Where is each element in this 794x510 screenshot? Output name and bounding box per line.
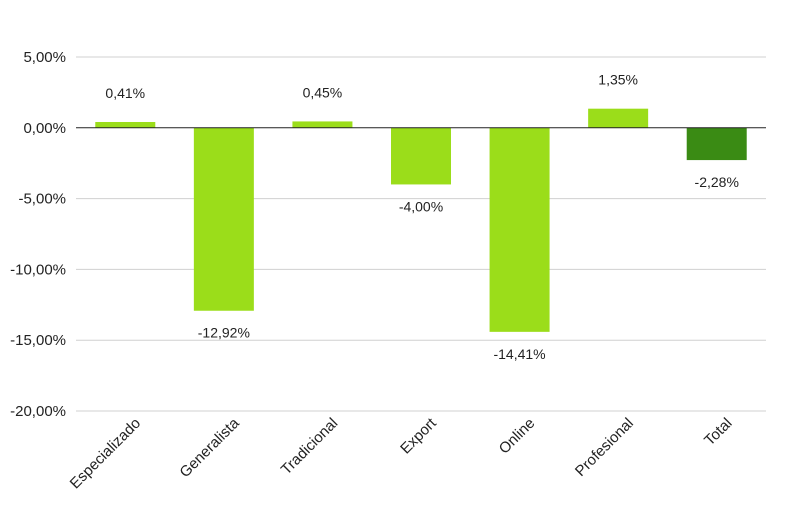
category-label: Tradicional <box>278 415 342 479</box>
bars <box>95 108 747 332</box>
category-label: Profesional <box>572 415 637 480</box>
category-label: Total <box>701 415 735 449</box>
data-label: -14,41% <box>493 346 545 362</box>
data-label: 0,41% <box>105 85 145 101</box>
category-label: Generalista <box>176 414 243 481</box>
data-label: -2,28% <box>695 174 739 190</box>
data-label: -4,00% <box>399 198 443 214</box>
bar-profesional <box>588 108 649 128</box>
bar-tradicional <box>292 121 353 128</box>
bar-online <box>489 127 550 332</box>
category-label: Export <box>397 414 440 457</box>
y-tick-label: -10,00% <box>10 261 66 278</box>
category-label: Especializado <box>67 415 144 492</box>
data-labels: 0,41% -12,92% 0,45% -4,00% -14,41% 1,35% -2,28… <box>105 72 738 362</box>
y-tick-label: 5,00% <box>23 49 66 66</box>
y-tick-label: -15,00% <box>10 332 66 349</box>
bar-total <box>686 127 747 161</box>
bar-generalista <box>193 127 254 311</box>
data-label: -12,92% <box>198 325 250 341</box>
y-tick-label: -20,00% <box>10 403 66 420</box>
category-label: Online <box>496 415 539 458</box>
data-label: 0,45% <box>303 84 343 100</box>
bar-especializado <box>95 121 156 128</box>
y-axis-tick-labels: 5,00% 0,00% -5,00% -10,00% -15,00% -20,00% <box>10 49 66 420</box>
bar-export <box>391 127 451 185</box>
gridlines <box>76 56 766 412</box>
data-label: 1,35% <box>598 72 638 88</box>
x-axis-category-labels: Especializado Generalista Tradicional Expor… <box>67 414 736 492</box>
y-tick-label: 0,00% <box>23 120 66 137</box>
y-tick-label: -5,00% <box>18 191 66 208</box>
